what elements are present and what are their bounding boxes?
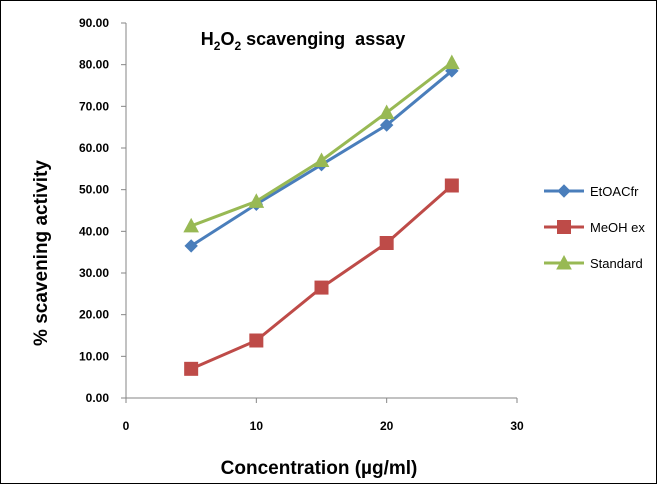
legend-label: Standard xyxy=(590,256,643,271)
legend-item-meoh-ex: MeOH ex xyxy=(544,220,645,235)
chart-title: H2O2 scavenging assay xyxy=(201,29,405,53)
y-tick-label: 30.00 xyxy=(79,266,109,280)
legend: EtOACfr MeOH ex Standard xyxy=(544,184,645,271)
legend-swatch-marker xyxy=(556,254,572,270)
data-point-standard xyxy=(183,217,200,233)
data-point-meoh-ex xyxy=(184,361,199,376)
x-tick-label: 0 xyxy=(123,419,130,433)
y-tick-label: 90.00 xyxy=(79,16,109,30)
data-point-etoacfr xyxy=(379,118,394,132)
data-point-meoh-ex xyxy=(249,333,264,348)
legend-item-standard: Standard xyxy=(544,254,643,271)
y-tick-label: 10.00 xyxy=(79,349,109,363)
series-line-standard xyxy=(190,61,453,228)
legend-item-etoacfr: EtOACfr xyxy=(544,184,639,199)
x-axis-label: Concentration (µg/ml) xyxy=(221,458,418,479)
x-tick-label: 30 xyxy=(510,419,524,433)
x-tick-label: 10 xyxy=(250,419,264,433)
data-point-meoh-ex xyxy=(314,280,329,295)
legend-swatch-marker xyxy=(557,220,571,234)
x-tick-label: 20 xyxy=(380,419,394,433)
y-tick-label: 40.00 xyxy=(79,224,109,238)
legend-label: MeOH ex xyxy=(590,220,645,235)
legend-label: EtOACfr xyxy=(590,184,639,199)
series-line-meoh-ex xyxy=(190,184,453,371)
series-standard xyxy=(183,54,460,233)
legend-swatch-marker xyxy=(557,184,571,198)
data-point-meoh-ex xyxy=(379,236,394,250)
y-tick-label: 20.00 xyxy=(79,308,109,322)
data-point-standard xyxy=(313,152,330,167)
data-point-standard xyxy=(378,104,395,120)
y-axis-label: % scavening activity xyxy=(31,160,52,346)
y-tick-label: 0.00 xyxy=(86,391,110,405)
y-tick-label: 80.00 xyxy=(79,58,109,72)
data-point-etoacfr xyxy=(184,239,198,253)
series-meoh-ex xyxy=(184,178,459,376)
y-tick-label: 50.00 xyxy=(79,183,109,197)
y-tick-label: 60.00 xyxy=(79,141,109,155)
data-point-standard xyxy=(443,54,460,70)
data-point-meoh-ex xyxy=(444,178,459,193)
data-point-standard xyxy=(248,193,265,208)
y-tick-label: 70.00 xyxy=(79,99,109,113)
